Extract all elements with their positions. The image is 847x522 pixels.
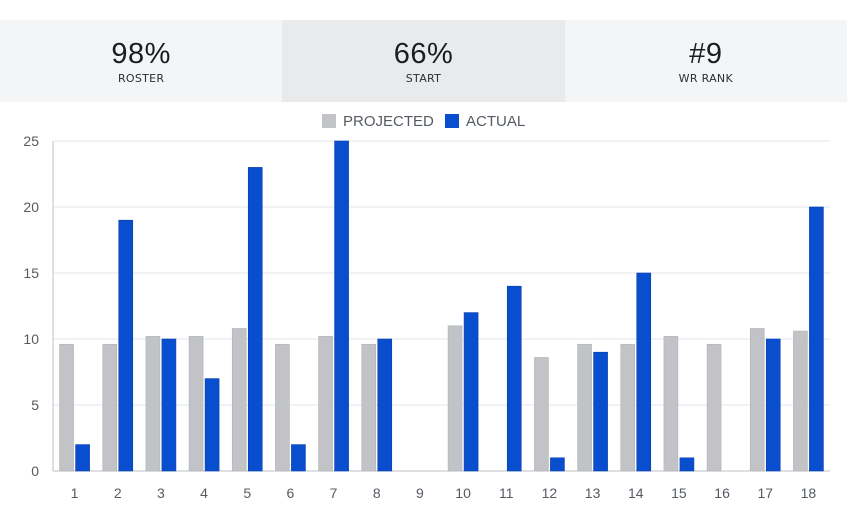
x-tick-label-13: 13 (585, 485, 601, 501)
bar-projected-week-7[interactable] (318, 336, 333, 472)
x-tick-label-5: 5 (243, 485, 251, 501)
x-tick-label-17: 17 (757, 485, 773, 501)
bar-projected-week-2[interactable] (102, 343, 118, 472)
bar-actual-week-1[interactable] (75, 444, 90, 472)
bar-actual-week-4[interactable] (204, 378, 220, 472)
bar-projected-week-14[interactable] (620, 343, 636, 472)
bar-projected-week-12[interactable] (534, 357, 549, 472)
bar-actual-week-8[interactable] (377, 338, 393, 472)
bar-projected-week-6[interactable] (275, 343, 290, 472)
y-tick-label-5: 5 (31, 397, 39, 413)
x-tick-label-11: 11 (499, 485, 514, 501)
x-tick-label-14: 14 (628, 485, 644, 501)
x-tick-label-12: 12 (542, 485, 558, 501)
stat-roster[interactable]: 98% ROSTER (0, 20, 283, 102)
bar-projected-week-10[interactable] (447, 325, 463, 472)
stat-wr-rank[interactable]: #9 WR RANK (564, 20, 847, 102)
stat-roster-label: ROSTER (117, 71, 165, 85)
y-tick-label-0: 0 (31, 463, 39, 479)
bar-actual-week-3[interactable] (161, 338, 177, 472)
x-tick-label-18: 18 (801, 485, 817, 501)
x-tick-label-2: 2 (114, 485, 122, 501)
bar-projected-week-1[interactable] (59, 343, 74, 472)
x-axis: 1 2 3 4 5 6 7 8 9 10 11 12 13 14 15 16 17 18 (71, 485, 817, 501)
bar-actual-week-13[interactable] (593, 351, 608, 472)
bar-projected-week-16[interactable] (706, 343, 722, 472)
y-tick-label-10: 10 (23, 331, 39, 347)
stat-roster-value: 98% (111, 37, 171, 70)
legend-label-projected[interactable]: PROJECTED (343, 113, 434, 130)
legend-label-actual[interactable]: ACTUAL (466, 113, 525, 130)
bar-actual-week-2[interactable] (118, 219, 134, 472)
x-tick-label-15: 15 (671, 485, 687, 501)
chart-bars (59, 140, 824, 472)
x-tick-label-6: 6 (287, 485, 295, 501)
x-tick-label-16: 16 (714, 485, 730, 501)
bar-projected-week-5[interactable] (231, 328, 247, 472)
stat-wr-rank-value: #9 (689, 37, 723, 70)
chart-legend: PROJECTED ACTUAL (322, 113, 525, 130)
stat-wr-rank-label: WR RANK (678, 71, 733, 85)
bar-actual-week-14[interactable] (636, 272, 652, 472)
bar-actual-week-12[interactable] (550, 457, 565, 472)
x-tick-label-7: 7 (330, 485, 338, 501)
bar-actual-week-11[interactable] (506, 285, 522, 472)
legend-swatch-projected (322, 114, 336, 128)
bar-projected-week-3[interactable] (145, 336, 161, 472)
bar-actual-week-6[interactable] (291, 444, 306, 472)
bar-projected-week-8[interactable] (361, 343, 377, 472)
x-tick-label-9: 9 (416, 485, 424, 501)
y-tick-label-15: 15 (23, 265, 39, 281)
stat-start-value: 66% (393, 37, 454, 70)
x-tick-label-1: 1 (71, 485, 79, 501)
bar-projected-week-17[interactable] (749, 328, 765, 472)
bar-projected-week-4[interactable] (188, 336, 204, 472)
x-tick-label-8: 8 (373, 485, 381, 501)
bar-projected-week-15[interactable] (663, 336, 679, 472)
bar-actual-week-5[interactable] (247, 167, 263, 472)
bar-actual-week-17[interactable] (765, 338, 781, 472)
bar-actual-week-18[interactable] (809, 206, 824, 472)
x-tick-label-3: 3 (157, 485, 165, 501)
y-tick-label-20: 20 (23, 199, 39, 215)
stat-start-label: START (405, 71, 442, 85)
chart-grid (53, 140, 830, 472)
bar-projected-week-13[interactable] (577, 343, 592, 472)
legend-swatch-actual (445, 114, 459, 128)
bar-projected-week-18[interactable] (793, 330, 808, 472)
y-axis: 0 5 10 15 20 25 (23, 133, 54, 479)
x-tick-label-10: 10 (455, 485, 471, 501)
stats-bar: 98% ROSTER 66% START #9 WR RANK (0, 20, 847, 102)
bar-actual-week-15[interactable] (679, 457, 695, 472)
x-tick-label-4: 4 (200, 485, 208, 501)
bar-actual-week-7[interactable] (334, 140, 349, 472)
y-tick-label-25: 25 (23, 133, 39, 149)
stat-start[interactable]: 66% START (282, 20, 565, 102)
bar-actual-week-10[interactable] (463, 312, 479, 472)
